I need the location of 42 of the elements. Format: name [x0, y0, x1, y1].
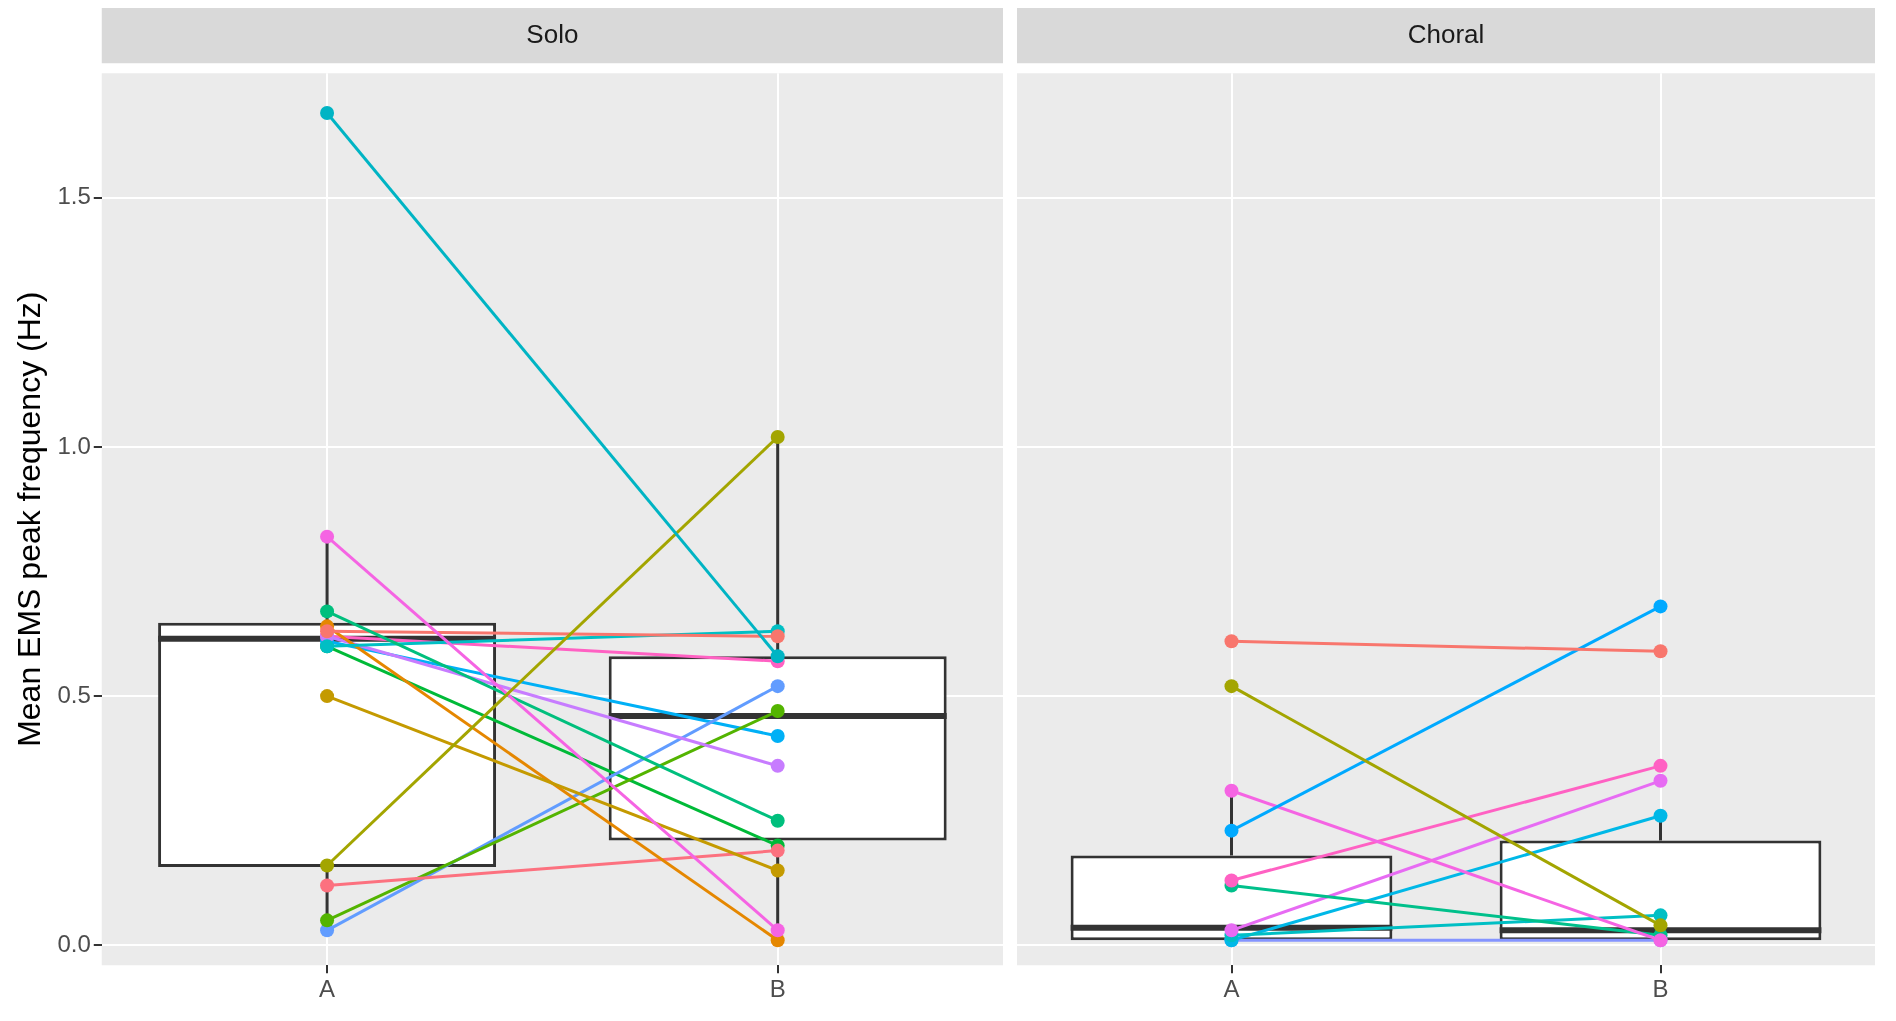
- chart-title: Solo: [526, 18, 579, 49]
- point: [770, 758, 785, 773]
- point: [1653, 758, 1668, 773]
- point: [1224, 873, 1239, 888]
- point: [770, 679, 785, 694]
- point: [1653, 808, 1668, 823]
- point: [320, 878, 335, 893]
- point: [770, 728, 785, 743]
- point: [1224, 823, 1239, 838]
- y-tick-label: 0.0: [57, 929, 91, 957]
- point: [770, 429, 785, 444]
- point: [320, 689, 335, 704]
- point: [770, 813, 785, 828]
- point: [1224, 923, 1239, 938]
- point: [320, 106, 335, 121]
- y-tick-label: 1.0: [57, 431, 91, 459]
- y-tick-label: 0.5: [57, 680, 91, 708]
- point: [1653, 644, 1668, 659]
- point: [320, 604, 335, 619]
- point: [1653, 773, 1668, 788]
- point: [770, 649, 785, 664]
- point: [1224, 634, 1239, 649]
- point: [770, 704, 785, 719]
- point: [1224, 783, 1239, 798]
- point: [770, 863, 785, 878]
- point: [1653, 599, 1668, 614]
- point: [770, 629, 785, 644]
- x-tick-label: A: [1223, 975, 1240, 1003]
- point: [320, 529, 335, 544]
- y-tick-label: 1.5: [57, 182, 91, 210]
- point: [320, 858, 335, 873]
- x-tick-label: B: [1652, 975, 1669, 1003]
- x-tick-label: A: [319, 975, 336, 1003]
- point: [770, 843, 785, 858]
- point: [320, 913, 335, 928]
- point: [770, 923, 785, 938]
- point: [320, 624, 335, 639]
- x-tick-label: B: [769, 975, 786, 1003]
- y-axis-title: Mean EMS peak frequency (Hz): [11, 291, 48, 747]
- point: [1653, 918, 1668, 933]
- chart-title: Choral: [1407, 18, 1485, 49]
- point: [1224, 679, 1239, 694]
